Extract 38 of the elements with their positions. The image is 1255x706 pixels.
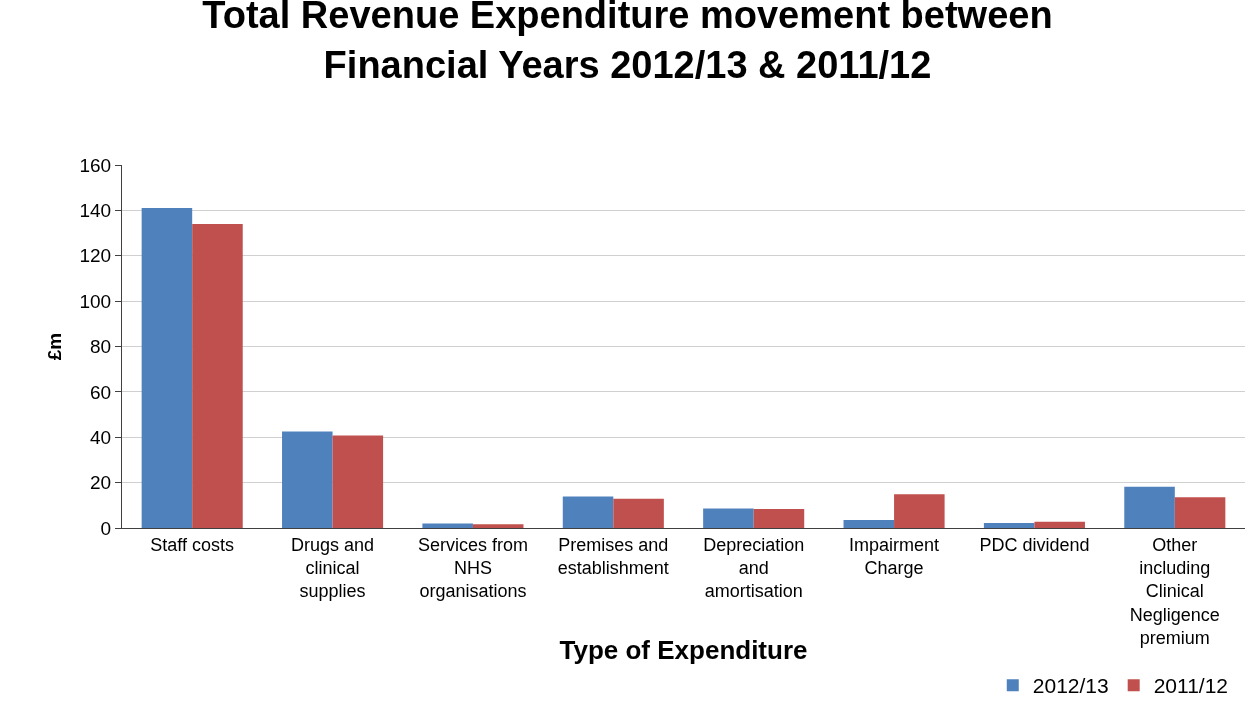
- bar: [613, 498, 664, 528]
- bar: [1034, 521, 1085, 528]
- bar: [562, 496, 614, 528]
- bar: [332, 435, 384, 528]
- chart-title: Total Revenue Expenditure movement between Financial Years 2012/13 & 2011/12: [202, 0, 1053, 86]
- bar: [894, 494, 945, 528]
- bar: [1174, 497, 1226, 528]
- x-tick-label: Drugs and clinical supplies: [291, 534, 375, 602]
- x-tick-label: Impairment Charge: [849, 534, 940, 578]
- bar: [983, 523, 1035, 528]
- bar: [422, 523, 473, 528]
- x-tick-label: Staff costs: [150, 534, 235, 555]
- y-tick-label: 0: [100, 517, 112, 539]
- y-tick-label: 80: [90, 336, 112, 358]
- bar: [472, 524, 524, 528]
- y-tick-label: 20: [90, 472, 112, 494]
- x-axis-title: Type of Expenditure: [559, 635, 808, 665]
- bar: [192, 223, 243, 528]
- bar: [843, 520, 895, 528]
- y-tick-label: 40: [90, 426, 112, 448]
- x-tick-label: Premises and establishment: [557, 534, 669, 578]
- bar: [703, 508, 754, 528]
- y-tick-label: 120: [79, 245, 112, 267]
- bar: [1124, 486, 1175, 528]
- bar: [753, 508, 805, 528]
- x-tick-label: Depreciation and amortisation: [703, 534, 805, 602]
- y-tick-label: 100: [79, 290, 112, 312]
- x-tick-label: Services from NHS organisations: [417, 534, 528, 602]
- x-tick-label: PDC dividend: [979, 534, 1090, 555]
- y-tick-label: 140: [79, 200, 112, 222]
- x-tick-label: Other including Clinical Negligence premium: [1129, 534, 1220, 649]
- legend-label: 2011/12: [1153, 674, 1229, 698]
- y-tick-label: 160: [79, 154, 112, 176]
- bar: [141, 208, 193, 528]
- bar: [282, 431, 333, 528]
- y-tick-label: 60: [90, 381, 112, 403]
- y-axis-title: £m: [44, 332, 66, 361]
- legend-label: 2012/13: [1032, 674, 1109, 698]
